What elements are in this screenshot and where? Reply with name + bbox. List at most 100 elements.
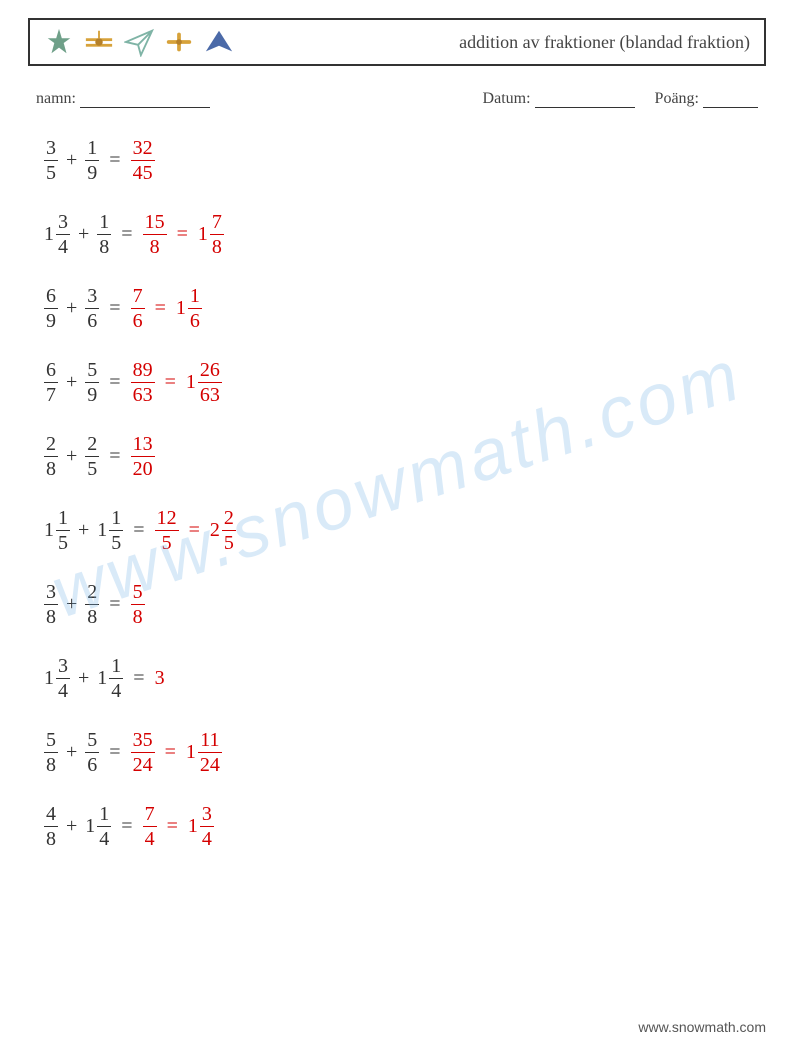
equals-sign: =	[165, 741, 176, 764]
fraction-stack: 67	[44, 360, 58, 405]
denominator: 8	[131, 605, 145, 627]
score-label: Poäng:	[655, 90, 699, 107]
fraction-stack: 1124	[198, 730, 222, 775]
plus-operator: +	[66, 741, 77, 764]
numerator: 1	[109, 656, 123, 678]
denominator: 8	[44, 753, 58, 775]
denominator: 8	[148, 235, 162, 257]
plus-operator: +	[66, 297, 77, 320]
fraction-stack: 74	[143, 804, 157, 849]
equals-sign: =	[109, 593, 120, 616]
denominator: 5	[109, 531, 123, 553]
fraction-stack: 34	[200, 804, 214, 849]
numerator: 2	[222, 508, 236, 530]
fraction: 38	[44, 582, 58, 627]
whole-part: 1	[188, 815, 198, 838]
whole-part: 1	[44, 667, 54, 690]
problem-row: 115+115=125=225	[44, 502, 766, 558]
denominator: 24	[131, 753, 155, 775]
numerator: 13	[131, 434, 155, 456]
fraction-stack: 36	[85, 286, 99, 331]
denominator: 4	[109, 679, 123, 701]
equals-sign: =	[133, 519, 144, 542]
fraction: 48	[44, 804, 58, 849]
problem-row: 69+36=76=116	[44, 280, 766, 336]
score-blank[interactable]	[703, 91, 758, 108]
fraction-stack: 69	[44, 286, 58, 331]
denominator: 6	[188, 309, 202, 331]
fraction: 115	[97, 508, 123, 553]
fraction: 35	[44, 138, 58, 183]
numerator: 1	[97, 804, 111, 826]
problem-row: 48+114=74=134	[44, 798, 766, 854]
equals-sign: =	[177, 223, 188, 246]
whole-part: 2	[210, 519, 220, 542]
numerator: 1	[85, 138, 99, 160]
equals-sign: =	[121, 815, 132, 838]
plus-operator: +	[78, 519, 89, 542]
fraction: 8963	[131, 360, 155, 405]
whole-part: 1	[97, 667, 107, 690]
numerator: 6	[44, 286, 58, 308]
name-blank[interactable]	[80, 91, 210, 108]
numerator: 26	[198, 360, 222, 382]
fraction-stack: 15	[109, 508, 123, 553]
problems-list: 35+19=3245134+18=158=17869+36=76=11667+5…	[44, 132, 766, 854]
footer-url: www.snowmath.com	[638, 1019, 766, 1035]
fraction-stack: 58	[44, 730, 58, 775]
equals-sign: =	[109, 149, 120, 172]
equals-sign: =	[121, 223, 132, 246]
denominator: 45	[131, 161, 155, 183]
fraction: 134	[44, 656, 70, 701]
fraction: 58	[44, 730, 58, 775]
denominator: 8	[44, 827, 58, 849]
date-blank[interactable]	[535, 91, 635, 108]
fraction-stack: 16	[188, 286, 202, 331]
denominator: 7	[44, 383, 58, 405]
denominator: 63	[131, 383, 155, 405]
problem-row: 28+25=1320	[44, 428, 766, 484]
numerator: 3	[85, 286, 99, 308]
fraction: 56	[85, 730, 99, 775]
fraction: 178	[198, 212, 224, 257]
denominator: 4	[56, 679, 70, 701]
fraction: 18	[97, 212, 111, 257]
fraction-stack: 1320	[131, 434, 155, 479]
fraction-stack: 18	[97, 212, 111, 257]
numerator: 11	[198, 730, 221, 752]
denominator: 9	[85, 383, 99, 405]
equals-sign: =	[165, 371, 176, 394]
fraction: 67	[44, 360, 58, 405]
equals-sign: =	[109, 741, 120, 764]
propeller-plane-icon	[164, 27, 194, 57]
denominator: 4	[200, 827, 214, 849]
fraction-stack: 58	[131, 582, 145, 627]
numerator: 7	[210, 212, 224, 234]
equals-sign: =	[155, 297, 166, 320]
fraction-stack: 125	[155, 508, 179, 553]
numerator: 5	[85, 360, 99, 382]
equals-sign: =	[167, 815, 178, 838]
equals-sign: =	[109, 371, 120, 394]
fraction-stack: 25	[222, 508, 236, 553]
fraction: 69	[44, 286, 58, 331]
fraction-stack: 76	[131, 286, 145, 331]
fraction: 225	[210, 508, 236, 553]
denominator: 5	[56, 531, 70, 553]
numerator: 1	[188, 286, 202, 308]
denominator: 20	[131, 457, 155, 479]
fraction: 76	[131, 286, 145, 331]
fraction: 134	[44, 212, 70, 257]
numerator: 32	[131, 138, 155, 160]
fraction-stack: 19	[85, 138, 99, 183]
numerator: 7	[131, 286, 145, 308]
problem-row: 67+59=8963=12663	[44, 354, 766, 410]
denominator: 4	[143, 827, 157, 849]
denominator: 8	[44, 605, 58, 627]
worksheet-title: addition av fraktioner (blandad fraktion…	[459, 32, 750, 53]
denominator: 4	[97, 827, 111, 849]
numerator: 6	[44, 360, 58, 382]
plus-operator: +	[78, 667, 89, 690]
whole-part: 1	[97, 519, 107, 542]
numerator: 35	[131, 730, 155, 752]
